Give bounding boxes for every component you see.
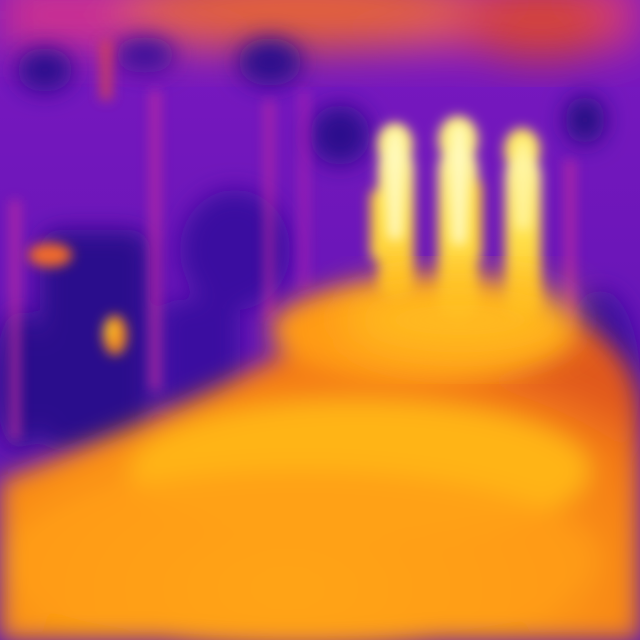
vertical-streaks (10, 40, 575, 440)
hot-highlights (388, 125, 529, 245)
warm-spots (28, 243, 127, 355)
warm-floor (0, 280, 640, 640)
person-right (504, 128, 541, 318)
feet-glow (340, 280, 580, 360)
